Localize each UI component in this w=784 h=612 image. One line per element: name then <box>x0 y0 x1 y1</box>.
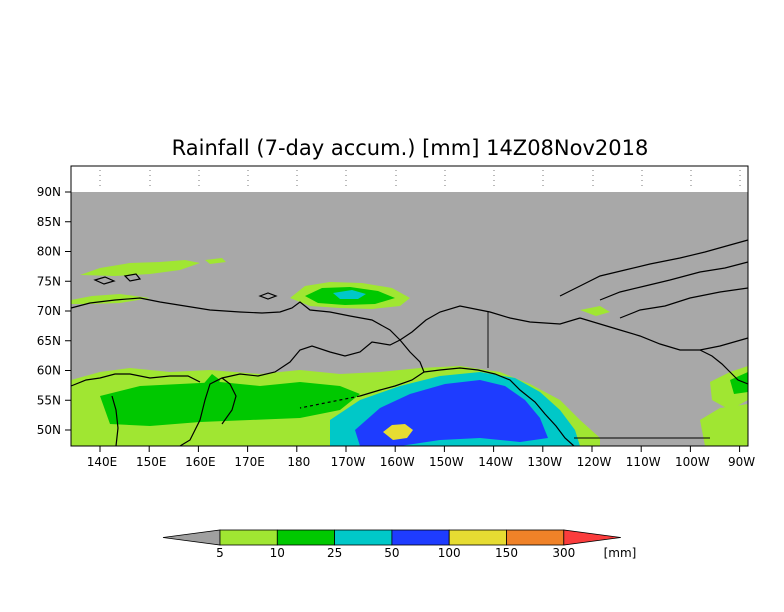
legend-swatch <box>334 529 393 546</box>
coastline-hudson-bay <box>699 349 749 385</box>
lon-tick-label: 160E <box>185 455 216 469</box>
rain-patch-chukchi-heavy <box>333 290 366 299</box>
lon-tick-label: 140W <box>478 455 513 469</box>
coastline-gulf-of-alaska <box>423 367 575 447</box>
coastline-alaska-west <box>359 339 425 397</box>
coastline-kamchatka <box>221 377 237 425</box>
rain-patch-east-siberian <box>71 294 150 304</box>
legend-swatch <box>276 529 335 546</box>
lon-tick-label: 90W <box>728 455 755 469</box>
lon-tick-label: 140E <box>87 455 118 469</box>
lat-tick-label: 85N <box>37 215 61 229</box>
rainfall-field <box>71 258 748 446</box>
lat-tick-label: 55N <box>37 393 61 407</box>
lat-tick-label: 50N <box>37 423 61 437</box>
coastline-siberia-arctic <box>70 297 401 341</box>
lon-tick-label: 170W <box>331 455 366 469</box>
legend-label: 150 <box>495 546 518 560</box>
lat-tick-label: 80N <box>37 245 61 259</box>
legend-label: 300 <box>552 546 575 560</box>
coastline-siberia-pacific <box>179 339 401 447</box>
lon-tick-label: 150W <box>429 455 464 469</box>
lat-tick-label: 75N <box>37 274 61 288</box>
rain-patch-northwest-2 <box>205 258 226 264</box>
rain-patch-gulf-yellow <box>383 424 413 440</box>
coastline-arctic-archipelago <box>559 239 749 297</box>
legend-label: 100 <box>438 546 461 560</box>
latitude-axis: 90N 85N 80N 75N 70N 65N 60N 55N 50N <box>37 185 71 437</box>
lat-tick-label: 70N <box>37 304 61 318</box>
rain-patch-east-south <box>700 404 748 446</box>
lon-tick-label: 170E <box>234 455 265 469</box>
rainfall-legend: 5 10 25 50 100 150 300 [mm] <box>162 529 637 560</box>
plot-border <box>70 165 749 447</box>
legend-swatch <box>506 529 565 546</box>
legend-arrow-low <box>162 529 221 546</box>
rain-patch-northwest <box>80 260 200 276</box>
coastline-wrangel <box>258 292 278 300</box>
lon-tick-label: 150E <box>136 455 167 469</box>
lon-tick-label: 130W <box>527 455 562 469</box>
map-title: Rainfall (7-day accum.) [mm] 14Z08Nov201… <box>172 136 649 160</box>
coastline-arctic-islands-3 <box>619 287 749 319</box>
top-gridline-marks <box>99 170 741 190</box>
legend-swatch <box>391 529 450 546</box>
rain-patch-northeast <box>580 306 610 316</box>
coastline-sakhalin <box>111 395 119 447</box>
longitude-axis: 140E 150E 160E 170E 180 170W 160W 150W 140W 130W 1… <box>87 446 755 469</box>
coastlines <box>70 239 749 447</box>
map-plot-area <box>70 165 749 447</box>
coastline-okhotsk <box>70 373 201 387</box>
lon-tick-label: 160W <box>380 455 415 469</box>
coastline-arctic-islands-2 <box>599 261 749 301</box>
lat-tick-label: 90N <box>37 185 61 199</box>
coastline-alaska-north <box>399 305 581 341</box>
coastline-aleutians <box>299 395 361 409</box>
legend-swatch <box>448 529 507 546</box>
lon-tick-label: 180 <box>287 455 310 469</box>
lon-tick-label: 120W <box>577 455 612 469</box>
lon-tick-label: 100W <box>675 455 710 469</box>
lat-tick-label: 60N <box>37 364 61 378</box>
legend-label: 50 <box>384 546 399 560</box>
legend-label: 5 <box>216 546 224 560</box>
legend-label: 25 <box>327 546 342 560</box>
coastline-novosibirsk <box>93 273 142 285</box>
coastline-canada-north <box>579 317 749 351</box>
legend-label: 10 <box>270 546 285 560</box>
rain-patch-north-pacific-moderate <box>100 382 360 426</box>
legend-arrow-high <box>563 529 621 546</box>
legend-swatch <box>219 529 278 546</box>
lat-tick-label: 65N <box>37 334 61 348</box>
rain-patch-hudson-moderate <box>730 372 748 394</box>
legend-unit: [mm] <box>604 546 637 560</box>
lon-tick-label: 110W <box>626 455 661 469</box>
